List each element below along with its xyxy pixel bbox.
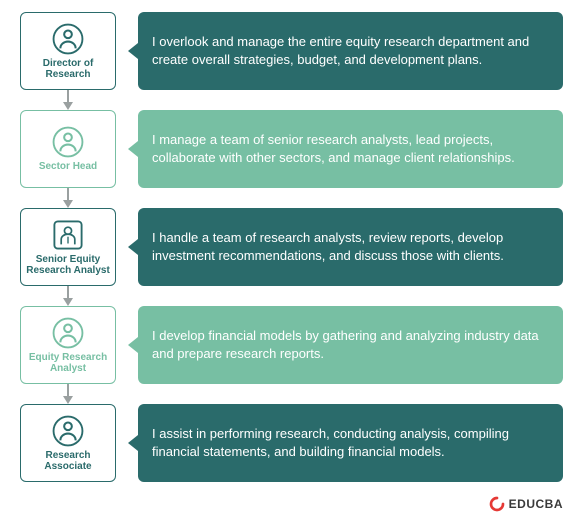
role-row: Sector Head I manage a team of senior res… <box>20 110 563 188</box>
person-icon <box>51 316 85 350</box>
arrow-down-icon <box>20 286 116 306</box>
role-description: I overlook and manage the entire equity … <box>138 12 563 90</box>
role-label: Sector Head <box>39 161 97 173</box>
role-label: Senior Equity Research Analyst <box>23 254 113 277</box>
role-box: Senior Equity Research Analyst <box>20 208 116 286</box>
role-label: Director of Research <box>23 58 113 81</box>
role-box: Equity Research Analyst <box>20 306 116 384</box>
role-description: I assist in performing research, conduct… <box>138 404 563 482</box>
role-description: I handle a team of research analysts, re… <box>138 208 563 286</box>
role-description: I manage a team of senior research analy… <box>138 110 563 188</box>
person-icon <box>51 414 85 448</box>
person-icon <box>51 22 85 56</box>
brand-icon <box>489 496 505 512</box>
role-label: Research Associate <box>23 450 113 473</box>
role-box: Director of Research <box>20 12 116 90</box>
role-row: Equity Research Analyst I develop financi… <box>20 306 563 384</box>
arrow-down-icon <box>20 90 116 110</box>
arrow-down-icon <box>20 188 116 208</box>
role-row: Director of Research I overlook and manag… <box>20 12 563 90</box>
hierarchy-flowchart: Director of Research I overlook and manag… <box>20 12 563 482</box>
role-box: Sector Head <box>20 110 116 188</box>
brand-logo: EDUCBA <box>489 496 563 512</box>
arrow-down-icon <box>20 384 116 404</box>
role-description: I develop financial models by gathering … <box>138 306 563 384</box>
person-icon <box>51 218 85 252</box>
role-row: Senior Equity Research Analyst I handle a… <box>20 208 563 286</box>
role-row: Research Associate I assist in performing… <box>20 404 563 482</box>
role-box: Research Associate <box>20 404 116 482</box>
role-label: Equity Research Analyst <box>23 352 113 375</box>
brand-text: EDUCBA <box>509 497 563 511</box>
person-icon <box>51 125 85 159</box>
